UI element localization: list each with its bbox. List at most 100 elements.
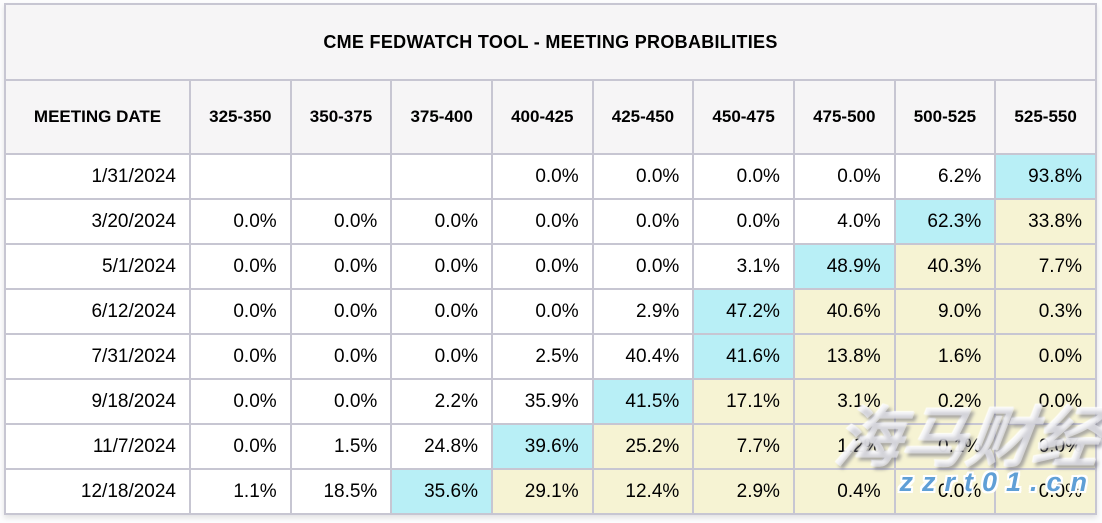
meeting-date-cell: 9/18/2024: [4, 378, 191, 425]
table-row: 7/31/2024 0.0% 0.0% 0.0% 2.5% 40.4% 41.6% 13.8%…: [4, 333, 1097, 380]
prob-cell: [390, 153, 493, 200]
prob-cell: 0.0%: [189, 423, 292, 470]
table-row: 5/1/2024 0.0% 0.0% 0.0% 0.0% 0.0% 3.1% 48.9% 40.…: [4, 243, 1097, 290]
table-row: 6/12/2024 0.0% 0.0% 0.0% 0.0% 2.9% 47.2% 40.6% 9…: [4, 288, 1097, 335]
prob-cell: 0.0%: [289, 198, 393, 245]
prob-cell: 0.0%: [490, 198, 594, 245]
prob-cell: 1.6%: [893, 333, 997, 380]
prob-cell: 0.0%: [490, 288, 594, 335]
meeting-date-cell: 11/7/2024: [4, 423, 191, 470]
prob-cell: 0.0%: [994, 378, 1097, 425]
prob-cell: 0.0%: [390, 288, 493, 335]
prob-cell: 40.6%: [792, 288, 896, 335]
prob-cell: 7.7%: [692, 423, 795, 470]
prob-cell: 0.0%: [591, 198, 695, 245]
prob-cell: 17.1%: [692, 378, 795, 425]
prob-cell: 0.0%: [490, 153, 594, 200]
prob-cell: 48.9%: [792, 243, 896, 290]
prob-cell: 0.0%: [390, 198, 493, 245]
table-row: 11/7/2024 0.0% 1.5% 24.8% 39.6% 25.2% 7.7% 1.2%…: [4, 423, 1097, 470]
column-header-rate: 425-450: [591, 79, 695, 155]
column-header-rate: 325-350: [189, 79, 292, 155]
prob-cell: 9.0%: [893, 288, 997, 335]
prob-cell: 0.0%: [289, 333, 393, 380]
column-header-rate: 400-425: [490, 79, 594, 155]
meeting-date-cell: 6/12/2024: [4, 288, 191, 335]
prob-cell: 24.8%: [390, 423, 493, 470]
prob-cell: 12.4%: [591, 468, 695, 515]
column-header-rate: 350-375: [289, 79, 393, 155]
prob-cell: 0.0%: [994, 333, 1097, 380]
prob-cell: 0.2%: [893, 378, 997, 425]
table-row: 1/31/2024 0.0% 0.0% 0.0% 0.0% 6.2% 93.8%: [4, 153, 1097, 200]
prob-cell: 13.8%: [792, 333, 896, 380]
prob-cell: 0.0%: [994, 468, 1097, 515]
prob-cell: 1.2%: [792, 423, 896, 470]
prob-cell: 0.0%: [893, 468, 997, 515]
prob-cell: 7.7%: [994, 243, 1097, 290]
prob-cell: 3.1%: [692, 243, 795, 290]
prob-cell: 2.9%: [692, 468, 795, 515]
prob-cell: 35.6%: [390, 468, 493, 515]
prob-cell: 0.0%: [189, 288, 292, 335]
table-title: CME FEDWATCH TOOL - MEETING PROBABILITIE…: [4, 3, 1097, 81]
column-header-rate: 500-525: [893, 79, 997, 155]
prob-cell: 0.0%: [390, 333, 493, 380]
prob-cell: 0.0%: [189, 333, 292, 380]
prob-cell: 0.0%: [390, 243, 493, 290]
prob-cell: 0.0%: [490, 243, 594, 290]
prob-cell: 62.3%: [893, 198, 997, 245]
title-row: CME FEDWATCH TOOL - MEETING PROBABILITIE…: [4, 3, 1097, 81]
prob-cell: 40.4%: [591, 333, 695, 380]
prob-cell: 41.5%: [591, 378, 695, 425]
prob-cell: 3.1%: [792, 378, 896, 425]
prob-cell: 0.0%: [994, 423, 1097, 470]
prob-cell: 0.0%: [692, 153, 795, 200]
prob-cell: 0.0%: [692, 198, 795, 245]
prob-cell: 1.5%: [289, 423, 393, 470]
prob-cell: 33.8%: [994, 198, 1097, 245]
prob-cell: [289, 153, 393, 200]
prob-cell: 25.2%: [591, 423, 695, 470]
table-row: 3/20/2024 0.0% 0.0% 0.0% 0.0% 0.0% 0.0% 4.0% 62.…: [4, 198, 1097, 245]
prob-cell: 0.4%: [792, 468, 896, 515]
prob-cell: 0.0%: [189, 243, 292, 290]
prob-cell: 47.2%: [692, 288, 795, 335]
prob-cell: 0.0%: [289, 243, 393, 290]
column-header-meeting-date: MEETING DATE: [4, 79, 191, 155]
prob-cell: 0.0%: [289, 288, 393, 335]
table-row: 9/18/2024 0.0% 0.0% 2.2% 35.9% 41.5% 17.1% 3.1%…: [4, 378, 1097, 425]
prob-cell: 41.6%: [692, 333, 795, 380]
prob-cell: 4.0%: [792, 198, 896, 245]
prob-cell: 18.5%: [289, 468, 393, 515]
column-header-rate: 375-400: [390, 79, 493, 155]
meeting-date-cell: 12/18/2024: [4, 468, 191, 515]
prob-cell: 0.0%: [189, 378, 292, 425]
prob-cell: 0.0%: [189, 198, 292, 245]
prob-cell: 0.0%: [591, 243, 695, 290]
table-row: 12/18/2024 1.1% 18.5% 35.6% 29.1% 12.4% 2.9% 0.…: [4, 468, 1097, 515]
prob-cell: 1.1%: [189, 468, 292, 515]
table-body: 1/31/2024 0.0% 0.0% 0.0% 0.0% 6.2% 93.8% 3/20/2…: [4, 153, 1097, 515]
meeting-date-cell: 5/1/2024: [4, 243, 191, 290]
prob-cell: 0.0%: [792, 153, 896, 200]
column-header-rate: 475-500: [792, 79, 896, 155]
prob-cell: 0.0%: [591, 153, 695, 200]
meeting-date-cell: 1/31/2024: [4, 153, 191, 200]
prob-cell: 0.1%: [893, 423, 997, 470]
column-header-rate: 525-550: [994, 79, 1097, 155]
meeting-date-cell: 7/31/2024: [4, 333, 191, 380]
prob-cell: 0.3%: [994, 288, 1097, 335]
column-header-rate: 450-475: [692, 79, 795, 155]
prob-cell: 2.9%: [591, 288, 695, 335]
prob-cell: 6.2%: [893, 153, 997, 200]
prob-cell: 2.2%: [390, 378, 493, 425]
column-header-row: MEETING DATE 325-350 350-375 375-400 400-42…: [4, 79, 1097, 155]
prob-cell: 29.1%: [490, 468, 594, 515]
prob-cell: 2.5%: [490, 333, 594, 380]
fedwatch-probabilities-table: CME FEDWATCH TOOL - MEETING PROBABILITIE…: [4, 3, 1097, 515]
prob-cell: 0.0%: [289, 378, 393, 425]
prob-cell: 35.9%: [490, 378, 594, 425]
meeting-date-cell: 3/20/2024: [4, 198, 191, 245]
